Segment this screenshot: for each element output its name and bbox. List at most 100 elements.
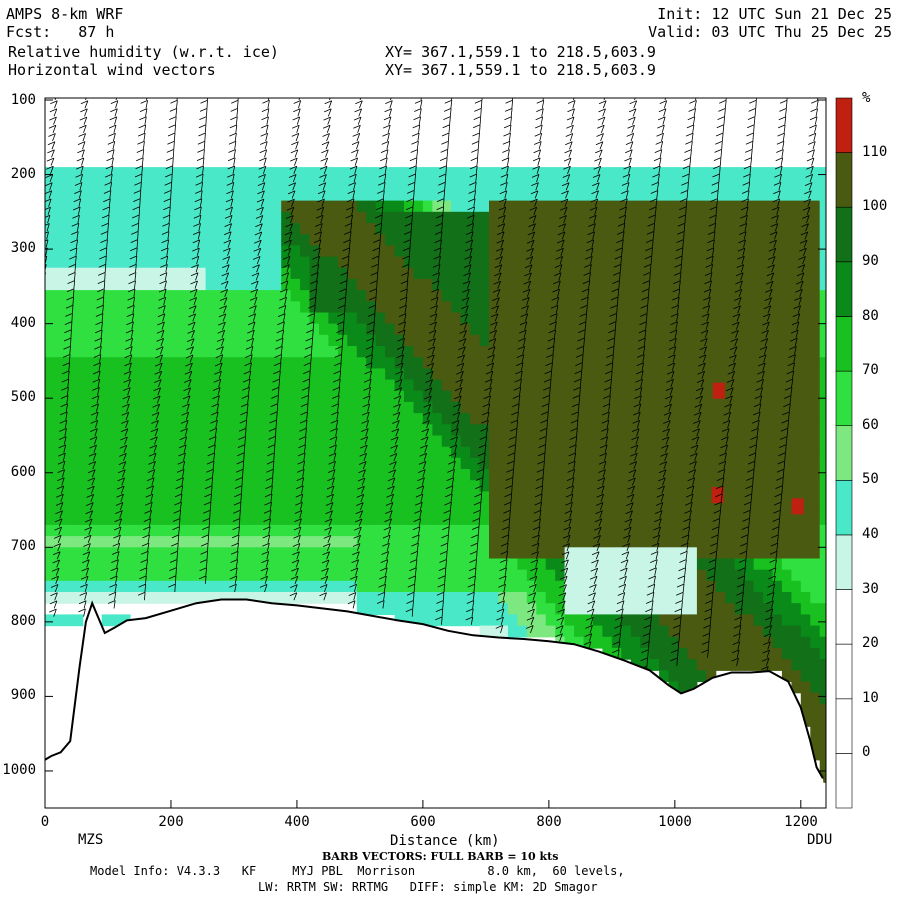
wind-barb-flag (242, 386, 250, 391)
rh-cell (139, 446, 150, 459)
rh-cell (422, 491, 433, 504)
rh-cell (706, 659, 717, 671)
rh-cell (725, 245, 736, 258)
wind-barb (131, 321, 134, 330)
wind-barb (279, 370, 281, 379)
rh-cell (215, 312, 226, 325)
wind-barb-flag (31, 379, 38, 382)
rh-cell (432, 547, 443, 560)
rh-cell (800, 223, 811, 235)
rh-cell (791, 245, 802, 258)
wind-barb (115, 98, 118, 101)
rh-cell (252, 189, 263, 202)
wind-barb (173, 132, 176, 142)
rh-cell (800, 390, 811, 403)
rh-cell (167, 580, 178, 593)
rh-cell (328, 368, 339, 381)
rh-cell (696, 659, 707, 671)
wind-barb (342, 329, 344, 338)
rh-cell (706, 323, 717, 336)
wind-barb (281, 338, 284, 347)
rh-cell (744, 234, 755, 246)
wind-barb-flag (88, 461, 96, 465)
wind-barb-flag (177, 460, 185, 465)
rh-cell (574, 200, 585, 213)
rh-cell (73, 189, 84, 202)
wind-barb-flag (76, 165, 84, 170)
wind-barb-flag (260, 132, 268, 137)
wind-barb-flag (267, 452, 275, 457)
rh-cell (139, 469, 150, 481)
rh-cell (593, 424, 603, 437)
wind-barb (96, 395, 100, 404)
rh-cell (725, 256, 736, 269)
wind-barb-flag (57, 477, 65, 482)
wind-barb (305, 420, 308, 429)
wind-barb-flag (292, 124, 300, 129)
rh-cell (678, 647, 688, 660)
wind-barb (126, 395, 131, 404)
wind-barb-flag (191, 264, 199, 268)
rh-cell (630, 569, 641, 582)
rh-cell (696, 178, 707, 191)
wind-barb (379, 231, 382, 240)
rh-cell (574, 480, 585, 492)
rh-cell (772, 446, 783, 459)
rh-cell (413, 267, 424, 280)
wind-barb-flag (291, 141, 299, 146)
rh-cell (205, 167, 216, 179)
wind-barb-flag (25, 502, 32, 505)
rh-cell (706, 312, 717, 325)
rh-cell (375, 290, 386, 302)
wind-barb (207, 543, 209, 552)
rh-cell (148, 290, 159, 302)
wind-barb (42, 305, 43, 313)
rh-cell (772, 301, 783, 314)
wind-barb (298, 518, 302, 527)
rh-cell (498, 424, 509, 437)
rh-cell (725, 580, 736, 593)
wind-barb (329, 502, 334, 511)
rh-cell (120, 200, 131, 213)
wind-barb (373, 321, 375, 330)
rh-cell (441, 323, 452, 336)
rh-cell (319, 267, 329, 280)
wind-barb-flag (286, 206, 294, 211)
wind-barb (296, 551, 300, 560)
wind-barb-flag (94, 329, 103, 334)
rh-cell (139, 312, 150, 325)
wind-barb-flag (216, 338, 225, 342)
rh-cell (45, 469, 55, 481)
wind-barb-flag (98, 263, 106, 268)
rh-cell (763, 536, 773, 548)
wind-barb (54, 584, 59, 593)
rh-cell (73, 502, 84, 515)
rh-cell (744, 245, 755, 258)
rh-cell (744, 223, 755, 235)
rh-cell (696, 245, 707, 258)
rh-cell (328, 189, 339, 202)
wind-barb (249, 362, 252, 371)
wind-barb-flag (181, 411, 189, 416)
rh-cell (271, 312, 282, 325)
wind-barb-flag (71, 231, 79, 235)
wind-barb (81, 149, 85, 158)
rh-cell (224, 211, 235, 224)
rh-cell (252, 334, 263, 347)
rh-cell (706, 457, 717, 470)
rh-cell (810, 390, 821, 403)
rh-cell (507, 323, 518, 336)
rh-cell (111, 211, 122, 224)
wind-barb (284, 297, 287, 306)
rh-cell (148, 323, 159, 336)
rh-cell (696, 189, 707, 202)
rh-cell (489, 334, 499, 347)
rh-cell (130, 390, 140, 403)
rh-cell (734, 312, 745, 325)
wind-barb (85, 567, 89, 576)
rh-cell (583, 569, 594, 582)
rh-cell (63, 469, 74, 481)
rh-cell (611, 178, 622, 191)
wind-barb (341, 337, 344, 347)
wind-barb (86, 551, 91, 560)
